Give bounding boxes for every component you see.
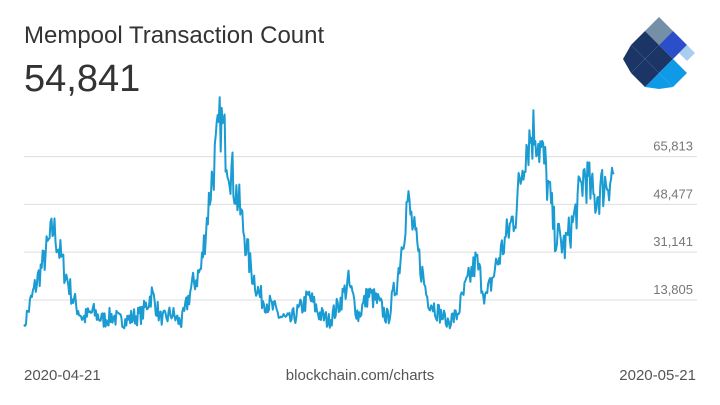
y-tick-label: 48,477 [653, 186, 693, 201]
chart-title: Mempool Transaction Count [24, 22, 325, 49]
y-tick-labels: 13,805 31,141 48,477 65,813 [653, 139, 693, 297]
blockchain-logo-icon [623, 17, 695, 89]
y-tick-label: 65,813 [653, 139, 693, 154]
x-axis-end-label: 2020-05-21 [619, 367, 696, 384]
source-link[interactable]: blockchain.com/charts [285, 367, 435, 384]
y-tick-label: 13,805 [653, 282, 693, 297]
x-axis-start-label: 2020-04-21 [24, 367, 101, 384]
grid-lines [24, 156, 697, 301]
current-value: 54,841 [24, 58, 141, 100]
y-tick-label: 31,141 [653, 234, 693, 249]
series-line [23, 96, 615, 330]
